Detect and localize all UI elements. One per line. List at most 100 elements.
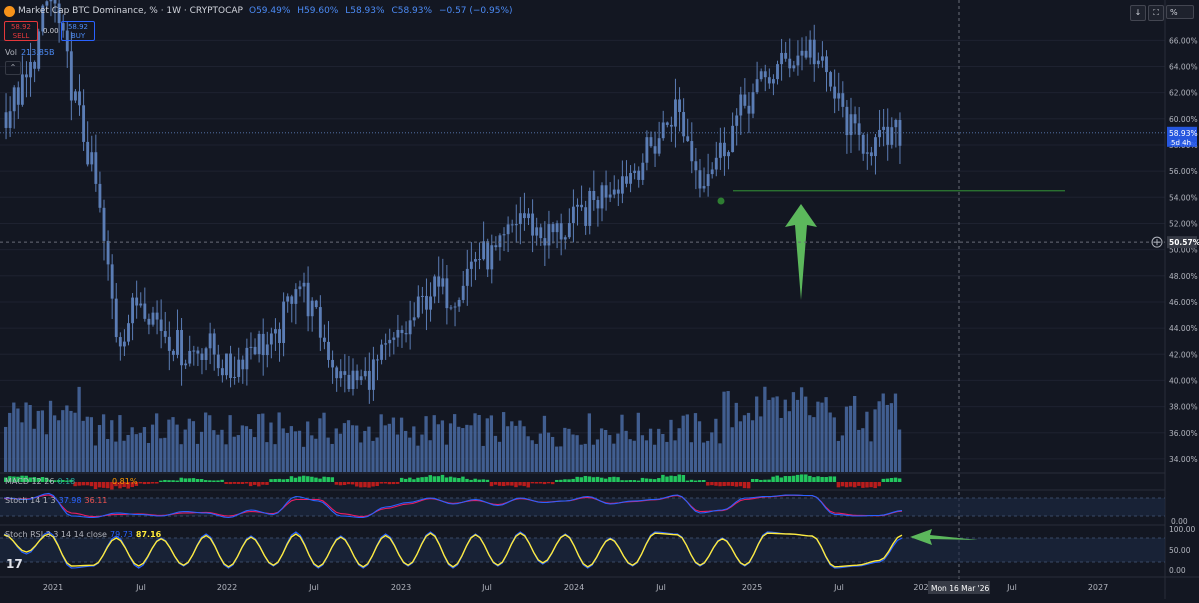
volume-bar xyxy=(77,386,81,472)
macd-hist-bar xyxy=(469,479,473,482)
volume-bar xyxy=(326,437,330,472)
volume-bar xyxy=(477,414,481,472)
candle-body xyxy=(478,259,481,261)
macd-hist-bar xyxy=(477,479,481,482)
macd-hist-bar xyxy=(448,476,453,482)
tradingview-logo[interactable]: 17 xyxy=(6,557,23,571)
volume-bar xyxy=(469,425,473,472)
volume-bar xyxy=(485,418,489,472)
candle-body xyxy=(751,92,755,114)
macd-hist-bar xyxy=(89,482,94,487)
volume-bar xyxy=(8,412,12,472)
macd-hist-bar xyxy=(359,482,363,488)
candle-body xyxy=(735,115,739,126)
macd-hist-bar xyxy=(661,474,665,482)
price-tick-label: 56.00% xyxy=(1169,167,1198,176)
time-tick-label: 202 xyxy=(913,583,928,592)
candle-body xyxy=(657,138,661,154)
candle-body xyxy=(16,87,20,105)
macd-hist-bar xyxy=(575,476,579,482)
percent-scale-button[interactable]: % xyxy=(1166,5,1194,19)
candle-body xyxy=(698,170,702,189)
macd-hist-bar xyxy=(138,482,143,484)
macd-hist-bar xyxy=(289,476,294,482)
candle-body xyxy=(588,190,592,226)
volume-bar xyxy=(261,413,265,472)
macd-hist-bar xyxy=(199,479,204,482)
volume-bar xyxy=(167,419,171,472)
candle-body xyxy=(592,190,596,201)
volume-bar xyxy=(775,396,779,472)
buy-button[interactable]: 58.92 BUY xyxy=(61,21,95,41)
stoch-legend: Stoch 14 1 3 37.98 36.11 xyxy=(5,496,107,505)
candle-body xyxy=(523,213,526,219)
macd-hist-bar xyxy=(179,477,183,482)
candle-body xyxy=(857,123,861,135)
candle-body xyxy=(216,354,220,369)
volume-bar xyxy=(391,417,396,472)
volume-bar xyxy=(134,434,138,472)
macd-hist-bar xyxy=(742,482,747,489)
candle-body xyxy=(727,152,730,157)
macd-hist-bar xyxy=(363,482,367,488)
candle-body xyxy=(131,297,135,324)
symbol-title[interactable]: Market Cap BTC Dominance, % · 1W · CRYPT… xyxy=(18,6,243,16)
macd-hist-bar xyxy=(853,482,857,488)
macd-hist-bar xyxy=(893,477,898,482)
candle-body xyxy=(837,93,841,99)
sell-button[interactable]: 58.92 SELL xyxy=(4,21,38,41)
volume-bar xyxy=(57,420,61,472)
macd-hist-bar xyxy=(653,479,657,482)
stoch-k-value: 37.98 xyxy=(58,496,82,505)
volume-bar xyxy=(285,433,289,472)
volume-bar xyxy=(816,401,820,472)
candle-body xyxy=(282,301,286,344)
macd-hist-bar xyxy=(175,480,179,482)
candle-body xyxy=(61,23,65,31)
volume-bar xyxy=(277,412,281,472)
candle-body xyxy=(449,307,453,309)
macd-hist-bar xyxy=(636,480,641,482)
candle-body xyxy=(739,94,743,116)
price-tick-label: 42.00% xyxy=(1169,350,1198,359)
macd-hist-bar xyxy=(281,479,286,482)
candle-body xyxy=(151,312,155,325)
volume-bar xyxy=(869,441,873,472)
volume-bar xyxy=(232,436,236,472)
collapse-legend-button[interactable]: ⌃ xyxy=(5,61,21,75)
download-icon[interactable]: ↓ xyxy=(1130,5,1146,21)
stoch-d-value: 36.11 xyxy=(84,496,108,505)
candle-body xyxy=(731,125,735,153)
volume-bar xyxy=(273,444,277,472)
left-arrow-annotation xyxy=(910,529,978,545)
macd-hist-bar xyxy=(897,478,902,482)
fullscreen-icon[interactable]: ⛶ xyxy=(1148,5,1164,21)
macd-hist-bar xyxy=(771,476,775,482)
candle-body xyxy=(208,333,212,349)
candle-body xyxy=(849,114,853,136)
volume-bar xyxy=(759,416,763,472)
volume-bar xyxy=(195,443,200,472)
macd-hist-bar xyxy=(167,480,171,482)
macd-hist-bar xyxy=(779,477,784,482)
volume-bar xyxy=(873,409,877,472)
macd-hist-bar xyxy=(722,482,726,487)
volume-value: 213.85B xyxy=(20,48,55,57)
macd-hist-bar xyxy=(673,476,677,482)
candle-body xyxy=(445,278,449,309)
volume-bar xyxy=(404,430,408,472)
candle-body xyxy=(767,77,771,84)
macd-hist-bar xyxy=(195,478,200,482)
macd-hist-bar xyxy=(159,480,163,482)
time-tick-label: 2023 xyxy=(391,583,411,592)
candle-body xyxy=(776,64,779,80)
price-tick-label: 40.00% xyxy=(1169,376,1198,385)
macd-hist-bar xyxy=(126,482,130,489)
volume-bar xyxy=(657,428,661,472)
candle-body xyxy=(865,152,869,154)
macd-legend: MACD 12 26 0.18 xyxy=(5,477,75,486)
candle-body xyxy=(196,350,200,354)
volume-bar xyxy=(444,444,449,472)
